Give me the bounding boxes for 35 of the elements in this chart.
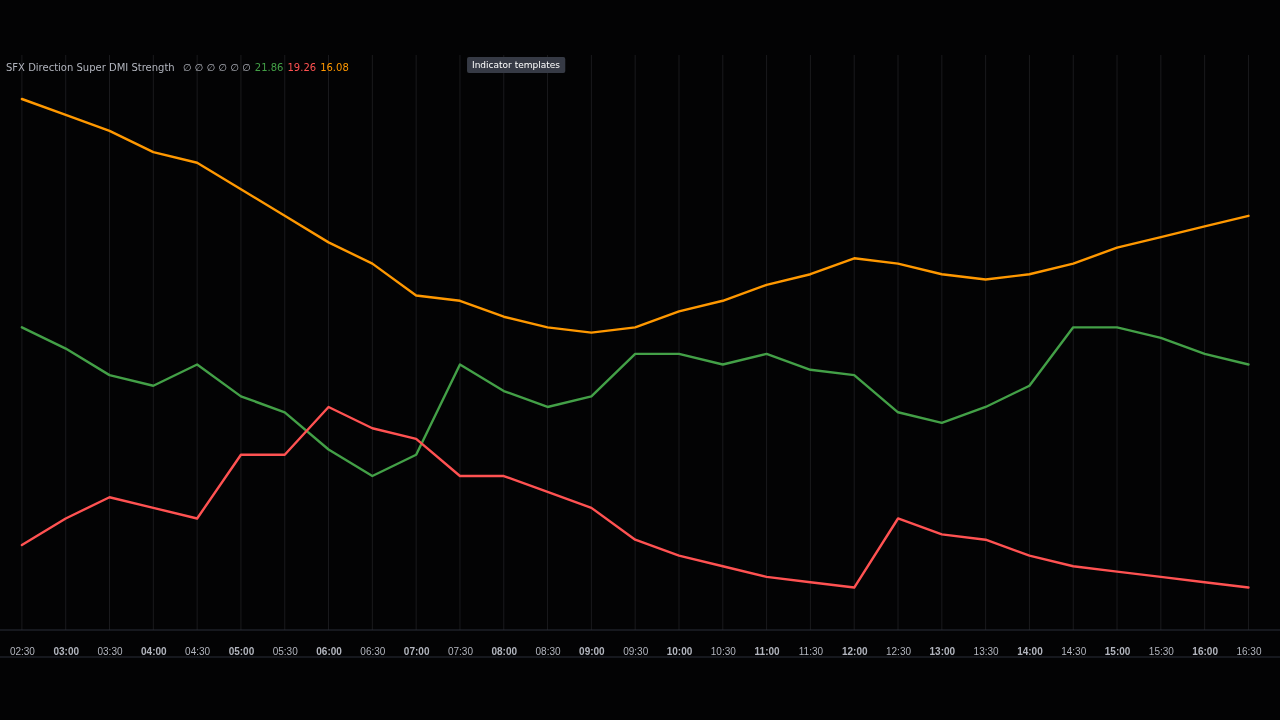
x-tick-label: 08:30 bbox=[535, 646, 562, 658]
x-tick-label: 06:30 bbox=[360, 646, 386, 658]
x-tick-label: 03:30 bbox=[97, 646, 123, 658]
x-tick-label: 10:30 bbox=[710, 646, 737, 658]
x-tick-label: 09:00 bbox=[579, 646, 606, 658]
x-tick-label: 15:00 bbox=[1104, 646, 1131, 658]
x-tick-label: 02:30 bbox=[9, 646, 36, 658]
x-tick-label: 14:00 bbox=[1017, 646, 1044, 658]
chart-title: SFX Direction Super DMI Strength bbox=[6, 62, 175, 73]
text: 19.26 bbox=[287, 62, 317, 73]
x-tick-label: 10:00 bbox=[666, 646, 693, 658]
x-tick-label: 13:30 bbox=[973, 646, 1000, 658]
x-tick-label: 14:30 bbox=[1061, 646, 1087, 658]
x-tick-label: 16:30 bbox=[1236, 646, 1262, 658]
x-tick-label: 05:30 bbox=[272, 646, 299, 658]
x-tick-label: 09:30 bbox=[623, 646, 649, 658]
x-tick-label: 11:30 bbox=[798, 646, 824, 658]
text: 16.08 bbox=[320, 62, 349, 73]
x-tick-label: 06:00 bbox=[316, 646, 343, 658]
x-tick-label: 13:00 bbox=[929, 646, 956, 658]
x-tick-label: 08:00 bbox=[491, 646, 518, 658]
x-tick-label: 12:00 bbox=[841, 646, 868, 658]
text: Indicator templates bbox=[472, 60, 561, 70]
x-tick-label: 15:30 bbox=[1148, 646, 1175, 658]
x-tick-label: 05:00 bbox=[228, 646, 255, 658]
x-tick-label: 11:00 bbox=[754, 646, 781, 658]
text: 21.86 bbox=[254, 62, 284, 73]
x-tick-label: 12:30 bbox=[886, 646, 912, 658]
x-tick-label: 07:00 bbox=[403, 646, 430, 658]
x-tick-label: 04:30 bbox=[185, 646, 211, 658]
x-tick-label: 16:00 bbox=[1192, 646, 1219, 658]
x-tick-label: 03:00 bbox=[53, 646, 80, 658]
x-tick-label: 07:30 bbox=[447, 646, 474, 658]
text: ∅ ∅ ∅ ∅ ∅ ∅ bbox=[182, 62, 251, 73]
x-tick-label: 04:00 bbox=[141, 646, 168, 658]
